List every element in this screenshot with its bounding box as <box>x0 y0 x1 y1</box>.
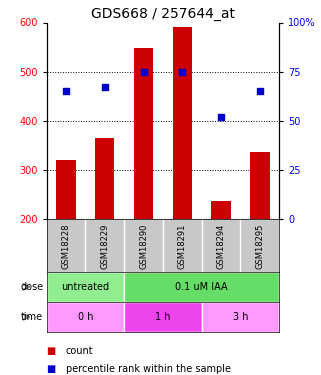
Bar <box>173 27 192 219</box>
Point <box>141 69 146 75</box>
Bar <box>124 302 202 332</box>
Text: GSM18295: GSM18295 <box>256 224 265 269</box>
Text: 3 h: 3 h <box>233 312 248 322</box>
Text: untreated: untreated <box>61 282 109 292</box>
Text: 1 h: 1 h <box>155 312 171 322</box>
Text: 0 h: 0 h <box>78 312 93 322</box>
Text: ■: ■ <box>47 346 56 355</box>
Point <box>219 114 224 120</box>
Point <box>257 88 263 94</box>
Point <box>102 84 107 90</box>
Bar <box>134 48 153 219</box>
Bar <box>56 160 76 219</box>
Bar <box>124 272 279 302</box>
Text: GSM18294: GSM18294 <box>217 224 226 269</box>
Text: count: count <box>66 346 93 355</box>
Bar <box>250 152 270 219</box>
Bar <box>47 272 124 302</box>
Point <box>180 69 185 75</box>
Text: GSM18229: GSM18229 <box>100 224 109 269</box>
Bar <box>95 138 114 219</box>
Text: time: time <box>21 312 43 322</box>
Text: GSM18228: GSM18228 <box>61 224 70 269</box>
Text: dose: dose <box>20 282 43 292</box>
Title: GDS668 / 257644_at: GDS668 / 257644_at <box>91 8 235 21</box>
Text: ■: ■ <box>47 364 56 374</box>
Bar <box>212 201 231 219</box>
Text: percentile rank within the sample: percentile rank within the sample <box>66 364 231 374</box>
Text: 0.1 uM IAA: 0.1 uM IAA <box>175 282 228 292</box>
Text: GSM18290: GSM18290 <box>139 224 148 269</box>
Bar <box>202 302 279 332</box>
Point <box>63 88 68 94</box>
Bar <box>47 302 124 332</box>
Text: GSM18291: GSM18291 <box>178 224 187 269</box>
